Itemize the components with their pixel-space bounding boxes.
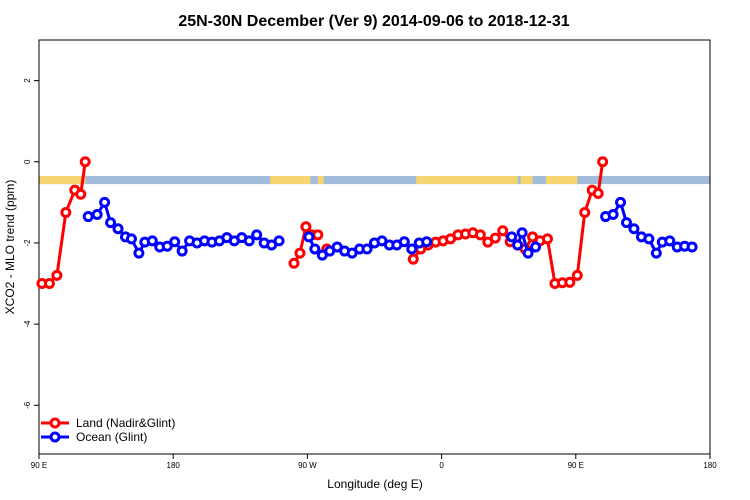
- series-1-point-3: [105, 217, 117, 229]
- series-1-point-48: [530, 241, 542, 253]
- series-1-point-44: [506, 231, 518, 243]
- series-0-point-5: [75, 188, 87, 200]
- land-band-segment-5: [545, 175, 578, 185]
- series-1: [82, 196, 698, 261]
- series-layer: [36, 156, 698, 290]
- series-1-point-43: [421, 236, 433, 248]
- series-1-point-52: [620, 217, 632, 229]
- plot-frame: [38, 39, 711, 455]
- legend-land-label: Land (Nadir&Glint): [76, 416, 175, 430]
- series-1-point-1: [91, 209, 103, 221]
- series-0-point-3: [60, 207, 72, 218]
- chart-title: 25N-30N December (Ver 9) 2014-09-06 to 2…: [178, 13, 569, 30]
- series-1-point-56: [650, 247, 662, 259]
- series-1-point-51: [615, 196, 627, 208]
- series-0-point-35: [571, 269, 583, 281]
- series-0-point-24: [489, 232, 501, 244]
- y-tick-label-1: 0: [23, 159, 32, 164]
- land-band-segment-0: [39, 175, 86, 185]
- series-0-point-22: [474, 229, 486, 241]
- x-tick-label-0: 90 E: [31, 461, 47, 470]
- series-1-point-13: [176, 245, 188, 257]
- series-0-point-34: [564, 276, 576, 288]
- x-axis-label: Longitude (deg E): [327, 477, 422, 491]
- series-1-point-11: [161, 240, 173, 252]
- series-1-point-22: [243, 235, 255, 247]
- series-1-point-2: [99, 196, 111, 208]
- y-axis-label: XCO2 - MLO trend (ppm): [3, 180, 17, 315]
- series-0-point-25: [497, 225, 509, 237]
- series-1-point-28: [309, 243, 321, 255]
- series-1-point-41: [406, 243, 418, 255]
- series-1-point-58: [664, 235, 676, 247]
- land-band-segment-2: [317, 175, 324, 185]
- series-1-point-45: [512, 239, 524, 251]
- land-ocean-band: [39, 175, 710, 185]
- series-0-point-36: [579, 207, 591, 218]
- x-axis: 90 E 180 90 W 0 90 E 180: [31, 454, 717, 470]
- x-tick-label-4: 90 E: [568, 461, 584, 470]
- y-tick-label-2: -2: [23, 239, 32, 247]
- series-0-point-6: [79, 156, 91, 168]
- land-band-segment-3: [416, 175, 518, 185]
- y-tick-label-0: 2: [23, 78, 32, 83]
- series-0-point-1: [43, 278, 55, 290]
- series-1-point-27: [303, 231, 315, 243]
- legend-land-marker: [49, 417, 61, 429]
- y-axis: 2 0 -2 -4 -6: [23, 78, 39, 409]
- y-tick-label-4: -6: [23, 401, 32, 409]
- x-tick-label-5: 180: [703, 461, 717, 470]
- series-1-point-53: [628, 223, 640, 235]
- legend-ocean-label: Ocean (Glint): [76, 430, 147, 444]
- series-0-point-7: [288, 257, 300, 269]
- series-0-point-2: [51, 269, 63, 281]
- x-tick-label-2: 90 W: [298, 461, 317, 470]
- x-tick-label-1: 180: [167, 461, 181, 470]
- series-0-point-13: [407, 253, 419, 265]
- series-1-point-4: [112, 223, 124, 235]
- series-0-point-38: [592, 187, 604, 199]
- series-1-point-35: [361, 243, 373, 255]
- legend: Land (Nadir&Glint) Ocean (Glint): [41, 416, 175, 444]
- series-0-point-8: [294, 247, 306, 259]
- series-1-point-6: [125, 233, 137, 245]
- series-0-point-9: [300, 221, 312, 233]
- series-0-point-31: [541, 233, 553, 245]
- series-1-point-55: [643, 233, 655, 245]
- series-1-point-12: [169, 236, 181, 248]
- land-band-segment-4: [520, 175, 533, 185]
- series-1-point-61: [686, 241, 698, 253]
- series-0-point-39: [597, 156, 609, 168]
- legend-ocean-marker: [49, 431, 61, 443]
- y-tick-label-3: -4: [23, 320, 32, 328]
- land-band-segment-1: [270, 175, 311, 185]
- series-1-point-50: [607, 209, 619, 221]
- ocean-band: [39, 175, 710, 185]
- series-1-point-46: [516, 227, 528, 239]
- x-tick-label-3: 0: [439, 461, 444, 470]
- series-1-point-26: [273, 235, 285, 247]
- series-1-point-7: [133, 247, 145, 259]
- series-1-point-9: [146, 235, 158, 247]
- series-1-point-0: [82, 211, 94, 223]
- series-1-point-40: [398, 236, 410, 248]
- series-1-point-23: [251, 229, 263, 241]
- series-0-point-11: [312, 229, 324, 241]
- series-1-point-47: [522, 247, 534, 259]
